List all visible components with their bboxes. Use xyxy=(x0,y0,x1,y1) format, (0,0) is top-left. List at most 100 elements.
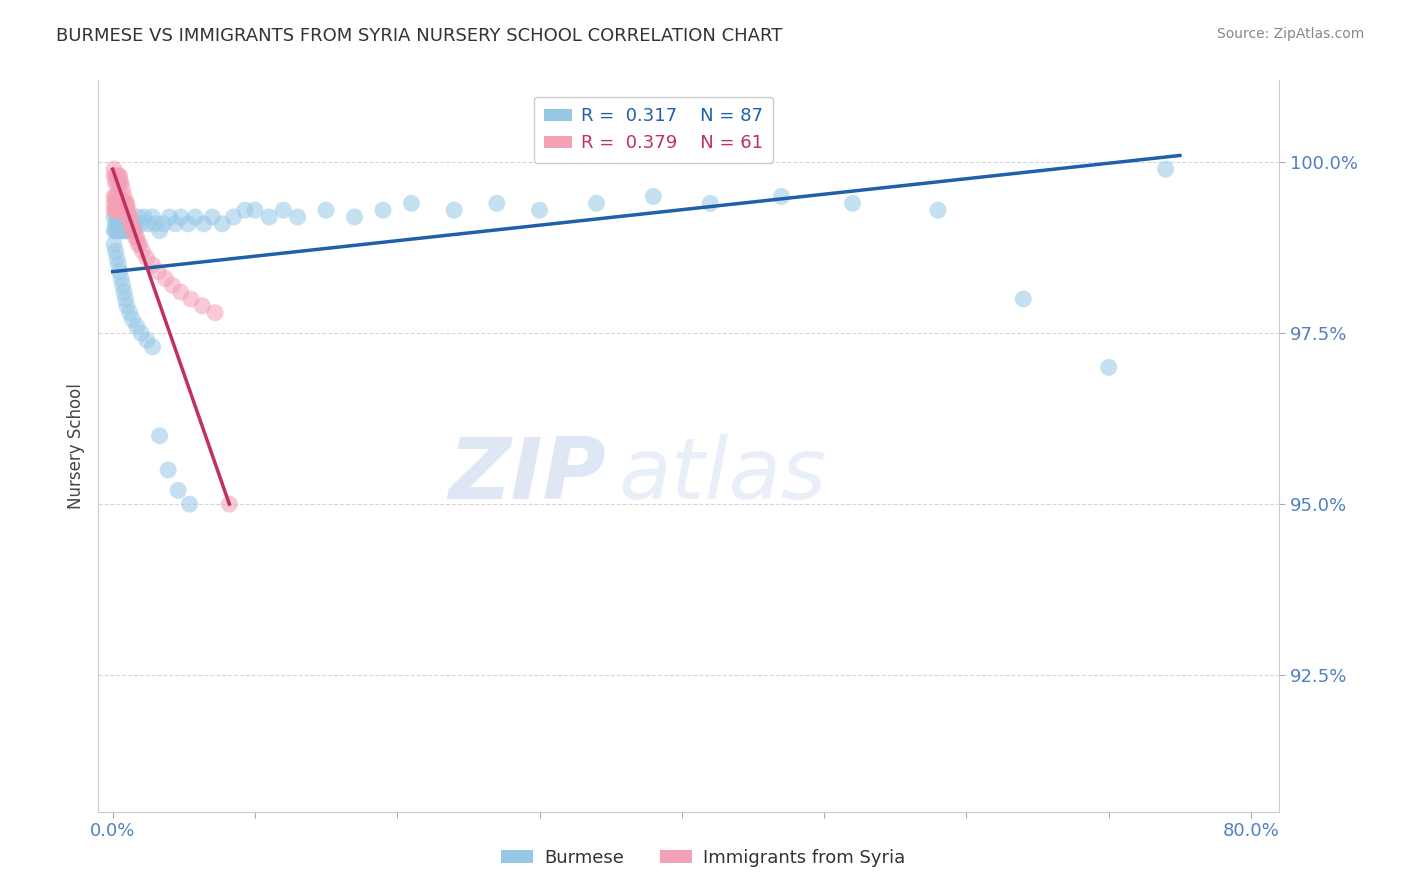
Text: BURMESE VS IMMIGRANTS FROM SYRIA NURSERY SCHOOL CORRELATION CHART: BURMESE VS IMMIGRANTS FROM SYRIA NURSERY… xyxy=(56,27,783,45)
Point xyxy=(110,203,132,218)
Point xyxy=(108,265,131,279)
Point xyxy=(124,217,146,231)
Point xyxy=(105,210,128,224)
Point xyxy=(371,203,394,218)
Point xyxy=(315,203,337,218)
Point xyxy=(218,497,240,511)
Point xyxy=(122,224,145,238)
Point xyxy=(167,483,190,498)
Point xyxy=(222,210,245,224)
Point xyxy=(108,196,131,211)
Point xyxy=(104,217,127,231)
Point xyxy=(104,196,127,211)
Point xyxy=(157,463,180,477)
Point xyxy=(103,169,125,183)
Point xyxy=(107,169,129,183)
Point xyxy=(124,230,146,244)
Point xyxy=(1098,360,1121,375)
Point xyxy=(114,196,136,211)
Point xyxy=(110,176,132,190)
Point xyxy=(111,196,134,211)
Point xyxy=(129,217,152,231)
Point xyxy=(112,189,135,203)
Point xyxy=(401,196,423,211)
Point xyxy=(107,196,129,211)
Point xyxy=(112,217,135,231)
Point xyxy=(111,183,134,197)
Point xyxy=(141,340,163,354)
Point xyxy=(114,292,136,306)
Point xyxy=(149,224,172,238)
Point xyxy=(155,271,177,285)
Point xyxy=(125,319,148,334)
Point xyxy=(105,217,128,231)
Point xyxy=(105,251,128,265)
Point xyxy=(117,210,139,224)
Point xyxy=(115,203,138,218)
Point xyxy=(136,217,159,231)
Point xyxy=(287,210,309,224)
Point xyxy=(204,306,226,320)
Point xyxy=(485,196,508,211)
Point xyxy=(927,203,949,218)
Point xyxy=(104,169,127,183)
Point xyxy=(135,251,157,265)
Point xyxy=(115,299,138,313)
Point xyxy=(585,196,607,211)
Point xyxy=(105,189,128,203)
Point xyxy=(170,210,193,224)
Legend: R =  0.317    N = 87, R =  0.379    N = 61: R = 0.317 N = 87, R = 0.379 N = 61 xyxy=(534,96,773,163)
Y-axis label: Nursery School: Nursery School xyxy=(66,383,84,509)
Point xyxy=(343,210,366,224)
Text: Source: ZipAtlas.com: Source: ZipAtlas.com xyxy=(1216,27,1364,41)
Point xyxy=(118,306,141,320)
Point xyxy=(111,217,134,231)
Point xyxy=(108,189,131,203)
Point xyxy=(115,217,138,231)
Point xyxy=(117,203,139,218)
Point xyxy=(159,210,181,224)
Point xyxy=(162,278,184,293)
Point xyxy=(122,224,145,238)
Point xyxy=(108,176,131,190)
Point xyxy=(114,224,136,238)
Point xyxy=(114,217,136,231)
Point xyxy=(170,285,193,300)
Point xyxy=(120,224,142,238)
Point xyxy=(1012,292,1035,306)
Point xyxy=(112,203,135,218)
Point xyxy=(114,196,136,211)
Point xyxy=(107,210,129,224)
Point xyxy=(103,224,125,238)
Point xyxy=(108,217,131,231)
Point xyxy=(129,326,152,341)
Point xyxy=(105,176,128,190)
Point xyxy=(108,169,131,183)
Point xyxy=(103,237,125,252)
Point xyxy=(529,203,551,218)
Point xyxy=(103,189,125,203)
Point xyxy=(233,203,256,218)
Point xyxy=(107,258,129,272)
Point xyxy=(141,258,163,272)
Point xyxy=(118,210,141,224)
Point xyxy=(108,203,131,218)
Point xyxy=(121,224,143,238)
Point xyxy=(110,217,132,231)
Point xyxy=(114,203,136,218)
Point xyxy=(112,285,135,300)
Point xyxy=(115,203,138,218)
Point xyxy=(110,196,132,211)
Point xyxy=(121,217,143,231)
Point xyxy=(180,292,202,306)
Point xyxy=(104,189,127,203)
Point xyxy=(103,203,125,218)
Point xyxy=(104,203,127,218)
Point xyxy=(443,203,465,218)
Text: ZIP: ZIP xyxy=(449,434,606,516)
Point xyxy=(143,217,166,231)
Point xyxy=(125,230,148,244)
Point xyxy=(243,203,266,218)
Point xyxy=(104,176,127,190)
Point xyxy=(179,497,201,511)
